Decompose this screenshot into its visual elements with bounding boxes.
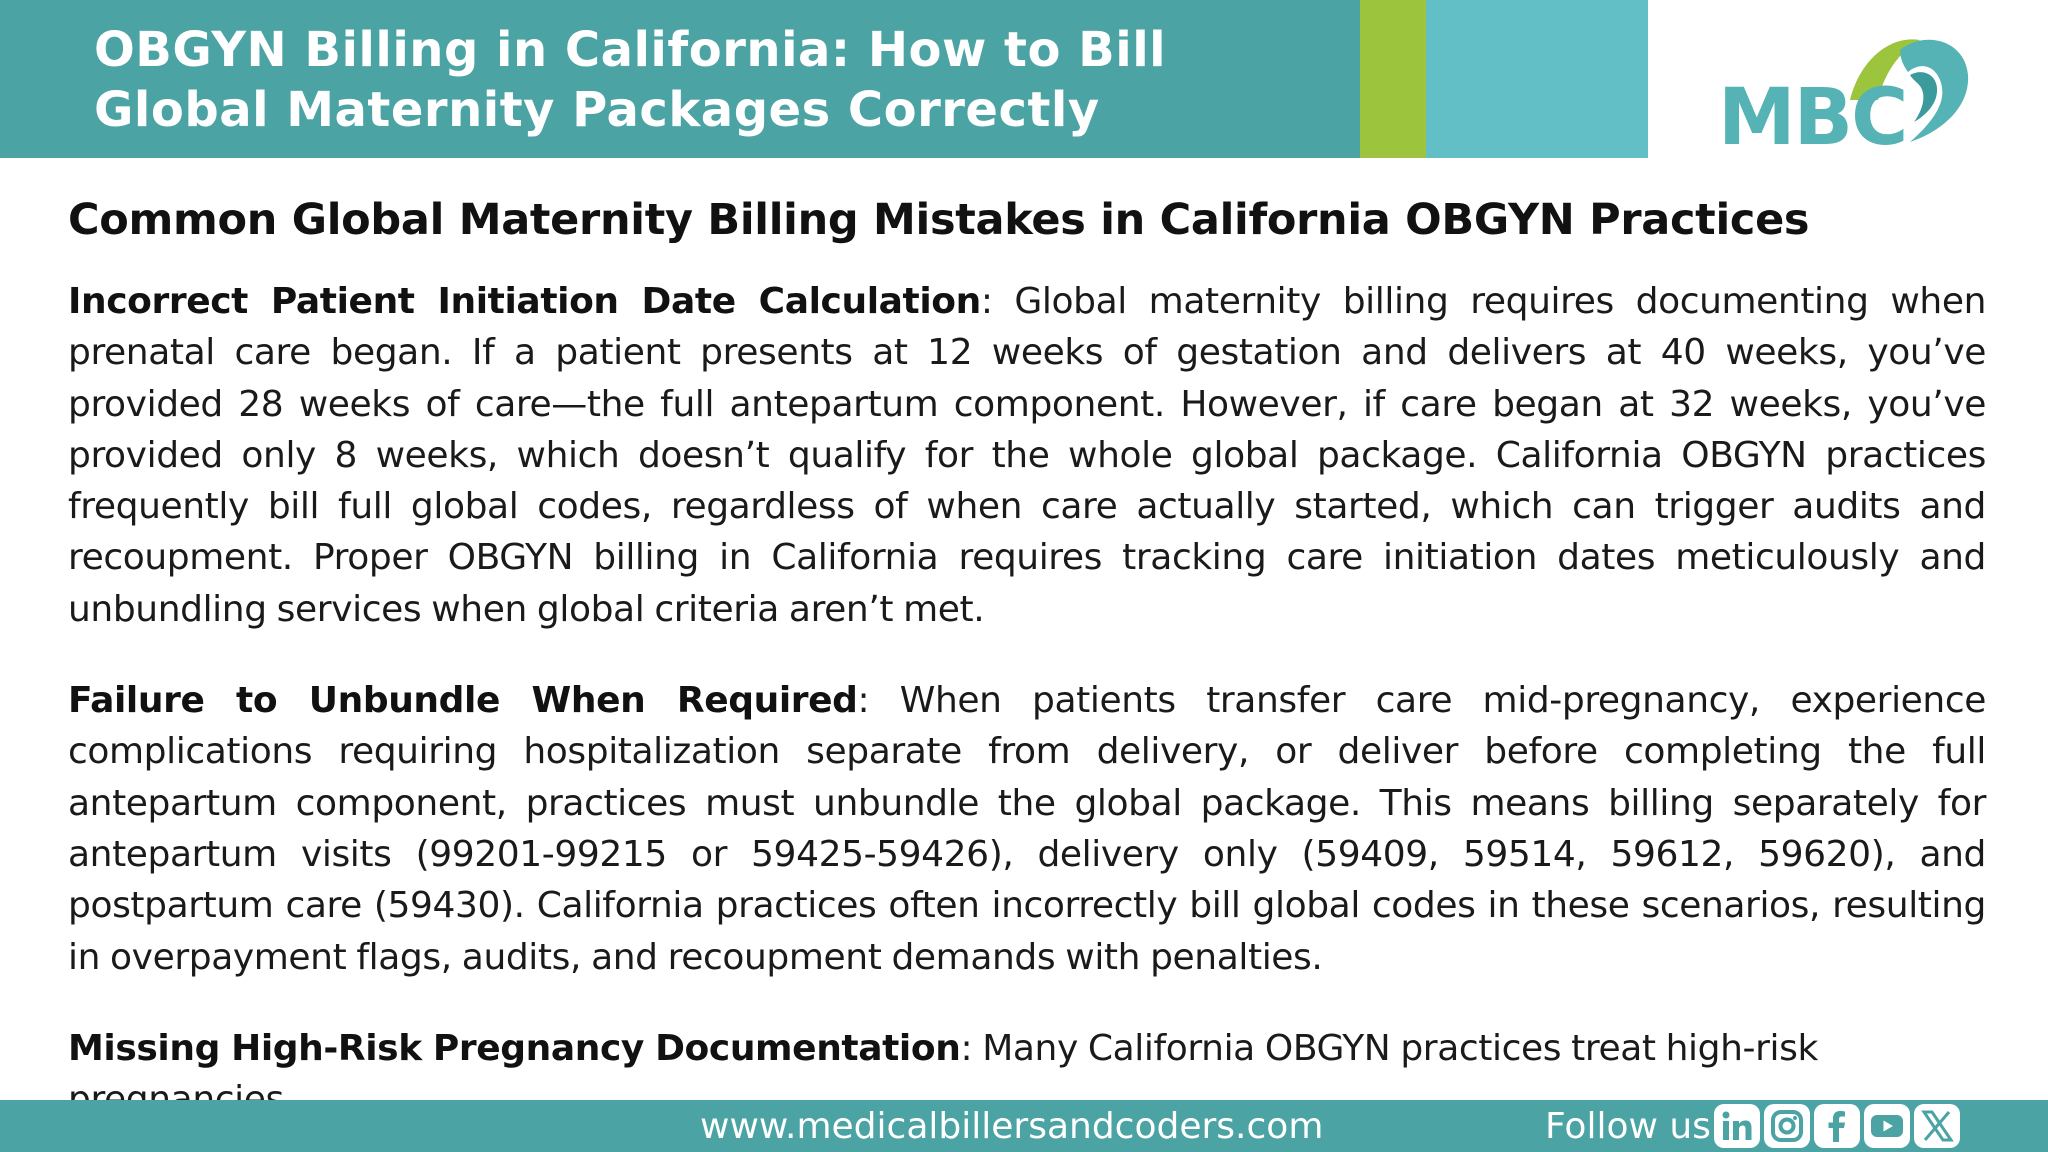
paragraph-body: : When patients transfer care mid-pregna… [68, 680, 1986, 978]
page-title: OBGYN Billing in California: How to Bill… [94, 22, 1167, 138]
facebook-icon[interactable] [1814, 1104, 1860, 1148]
header-banner: OBGYN Billing in California: How to Bill… [0, 0, 1648, 158]
main-content: Common Global Maternity Billing Mistakes… [68, 190, 1986, 1152]
paragraph-lead: Incorrect Patient Initiation Date Calcul… [68, 281, 981, 322]
mbc-logo-swoosh-icon [1850, 39, 1969, 142]
instagram-icon[interactable] [1764, 1104, 1810, 1148]
paragraph-unbundle: Failure to Unbundle When Required: When … [68, 675, 1986, 983]
paragraph-body: : Many California OBGYN practices treat … [68, 1027, 1818, 1120]
header-teal-block [0, 0, 1360, 158]
footer-bar: www.medicalbillersandcoders.com Follow u… [0, 1100, 2048, 1152]
paragraph-lead: Failure to Unbundle When Required [68, 680, 858, 722]
paragraph-lead: Missing High-Risk Pregnancy Documentatio… [68, 1027, 961, 1069]
section-heading: Common Global Maternity Billing Mistakes… [68, 195, 1810, 245]
paragraph-initiation-date: Incorrect Patient Initiation Date Calcul… [68, 276, 1986, 635]
follow-us-label: Follow us: [1545, 1106, 1724, 1147]
header-light-block [1426, 0, 1648, 158]
website-link[interactable]: www.medicalbillersandcoders.com [700, 1106, 1324, 1147]
mbc-logo[interactable]: MBC [1700, 30, 1980, 160]
linkedin-icon[interactable] [1714, 1104, 1760, 1148]
logo-text: MBC [1718, 73, 1908, 163]
x-icon[interactable] [1914, 1104, 1960, 1148]
paragraph-body: : Global maternity billing requires docu… [68, 281, 1986, 630]
paragraph-high-risk: Missing High-Risk Pregnancy Documentatio… [68, 1023, 1986, 1126]
youtube-icon[interactable] [1864, 1104, 1910, 1148]
header-green-stripe [1360, 0, 1426, 158]
